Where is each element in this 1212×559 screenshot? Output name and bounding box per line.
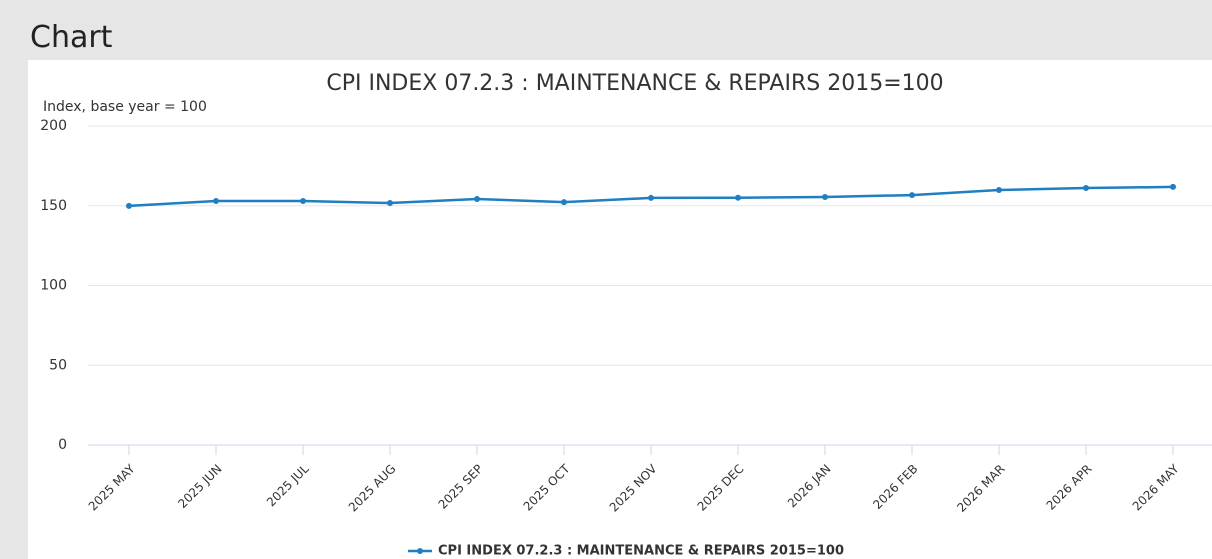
x-tick-label: 2026 FEB bbox=[870, 462, 920, 512]
x-tick-label: 2025 MAY bbox=[86, 461, 138, 513]
x-tick-label: 2025 NOV bbox=[607, 461, 660, 514]
data-point bbox=[909, 192, 915, 199]
y-axis-label: Index, base year = 100 bbox=[43, 99, 207, 115]
x-tick-label: 2026 MAR bbox=[954, 462, 1007, 515]
y-tick-label: 100 bbox=[40, 278, 67, 294]
data-point bbox=[561, 199, 567, 206]
x-tick-label: 2025 SEP bbox=[436, 462, 486, 512]
data-point bbox=[1170, 183, 1176, 190]
x-tick-label: 2025 DEC bbox=[695, 462, 747, 514]
chart-panel bbox=[28, 60, 1212, 559]
data-point bbox=[387, 200, 393, 207]
x-tick-label: 2025 AUG bbox=[346, 462, 399, 515]
data-point bbox=[822, 193, 828, 200]
data-point bbox=[126, 202, 132, 209]
y-tick-label: 0 bbox=[58, 437, 67, 453]
x-tick-label: 2026 JAN bbox=[785, 462, 834, 511]
x-tick-label: 2025 OCT bbox=[521, 461, 573, 513]
x-tick-label: 2026 MAY bbox=[1130, 461, 1182, 513]
legend-marker bbox=[417, 548, 423, 554]
data-point bbox=[1083, 185, 1089, 192]
data-point bbox=[996, 186, 1002, 193]
y-tick-label: 150 bbox=[40, 198, 67, 214]
y-tick-label: 200 bbox=[40, 118, 67, 134]
data-point bbox=[300, 197, 306, 204]
legend-label: CPI INDEX 07.2.3 : MAINTENANCE & REPAIRS… bbox=[438, 544, 844, 559]
data-point bbox=[735, 194, 741, 201]
data-point bbox=[648, 194, 654, 201]
panel-heading: Chart bbox=[30, 20, 113, 55]
x-tick-label: 2025 JUL bbox=[264, 461, 312, 509]
data-point bbox=[213, 197, 219, 204]
x-tick-label: 2025 JUN bbox=[175, 462, 224, 511]
y-tick-label: 50 bbox=[49, 357, 67, 373]
chart-title: CPI INDEX 07.2.3 : MAINTENANCE & REPAIRS… bbox=[326, 71, 943, 96]
data-point bbox=[474, 196, 480, 203]
x-tick-label: 2026 APR bbox=[1044, 462, 1095, 513]
